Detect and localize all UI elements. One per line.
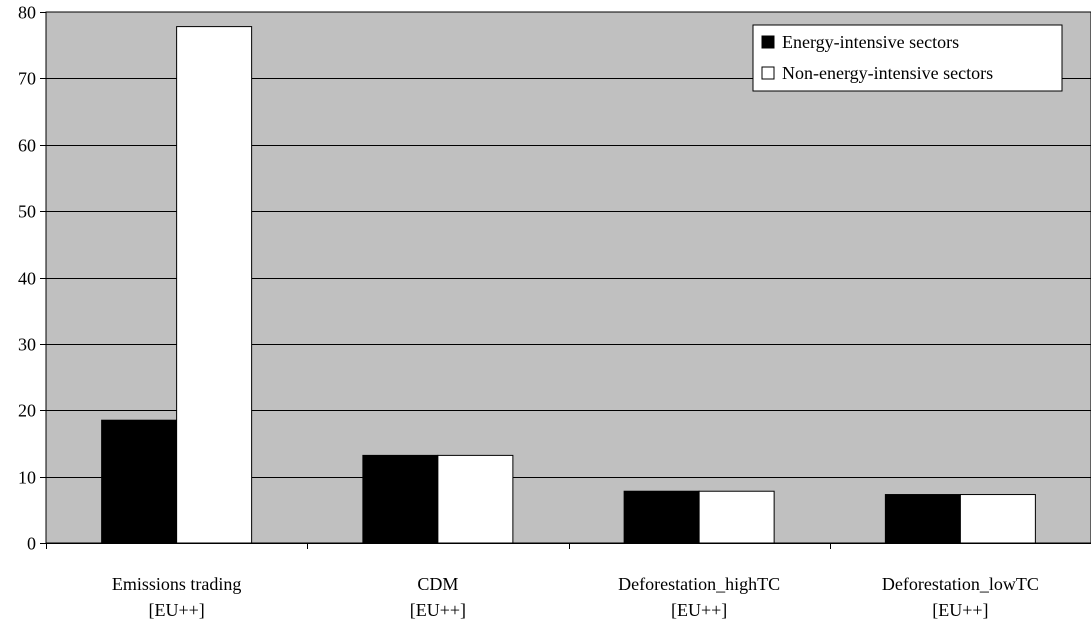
bar-series-1-1 — [101, 419, 178, 544]
bar-series-1-2 — [362, 454, 439, 544]
y-tick-label: 40 — [18, 269, 36, 289]
y-tick-label: 10 — [18, 468, 36, 488]
x-axis: Emissions trading [EU++] CDM [EU++] Deforest… — [46, 543, 1091, 620]
y-tick-label: 0 — [27, 534, 36, 554]
y-tick-label: 30 — [18, 335, 36, 355]
bars — [101, 26, 1036, 544]
bar-series-1-4 — [884, 494, 961, 544]
y-tick-label: 80 — [18, 3, 36, 23]
x-category-label: Deforestation_lowTC — [882, 574, 1039, 594]
x-category-label: Deforestation_highTC — [618, 574, 780, 594]
bar-series-2-4 — [959, 494, 1036, 544]
legend-label-series-2: Non-energy-intensive sectors — [782, 63, 993, 83]
legend-box — [752, 24, 1063, 92]
bar-series-2-2 — [437, 454, 514, 544]
x-category-label: [EU++] — [148, 600, 204, 620]
x-category-label: Emissions trading — [112, 574, 242, 594]
y-tick-label: 20 — [18, 401, 36, 421]
legend: Energy-intensive sectors Non-energy-inte… — [752, 24, 1063, 92]
y-tick-label: 50 — [18, 202, 36, 222]
y-tick-label: 60 — [18, 136, 36, 156]
y-tick-label: 70 — [18, 69, 36, 89]
legend-label-series-1: Energy-intensive sectors — [782, 32, 959, 52]
bar-series-2-1 — [176, 26, 253, 544]
x-category-label: [EU++] — [410, 600, 466, 620]
y-axis: 0 10 20 30 40 50 60 70 80 — [18, 3, 46, 554]
legend-swatch-series-1 — [761, 35, 775, 49]
x-category-label: CDM — [417, 574, 458, 594]
x-category-label: [EU++] — [932, 600, 988, 620]
legend-swatch-series-2 — [761, 66, 775, 80]
bar-series-2-3 — [698, 490, 775, 544]
x-category-label: [EU++] — [671, 600, 727, 620]
bar-series-1-3 — [623, 490, 700, 544]
